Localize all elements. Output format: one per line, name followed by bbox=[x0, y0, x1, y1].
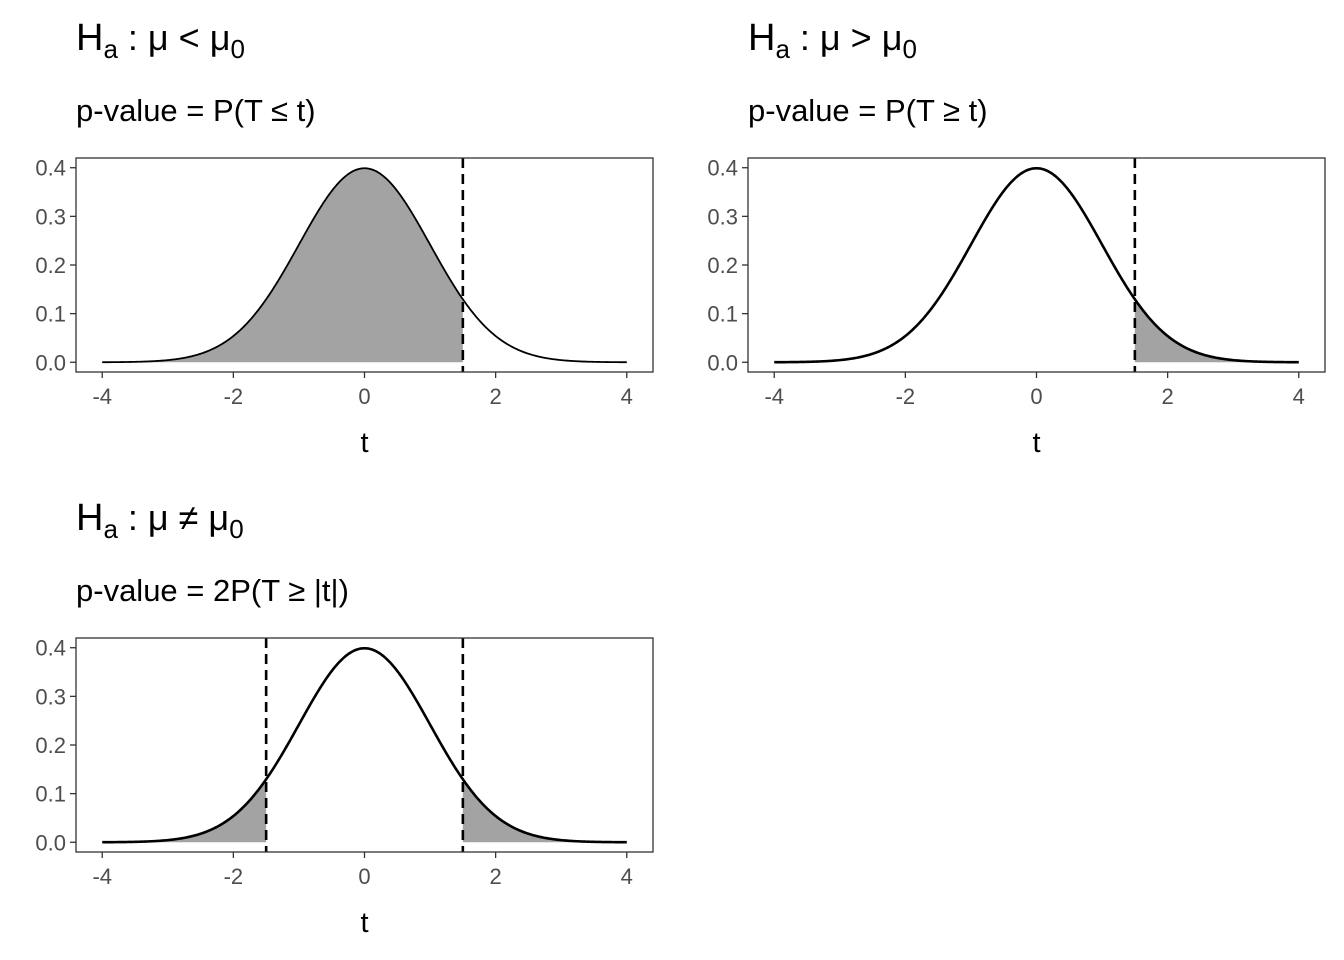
x-tick-label: 2 bbox=[1162, 384, 1174, 409]
y-tick-label: 0.0 bbox=[707, 350, 738, 375]
x-tick-label: 0 bbox=[358, 864, 370, 889]
title-zero: 0 bbox=[902, 34, 916, 64]
y-tick-label: 0.0 bbox=[35, 350, 66, 375]
title-zero: 0 bbox=[230, 34, 244, 64]
panel-title: Ha : μ > μ0 bbox=[748, 17, 917, 64]
plot-area: 0.0 0.1 0.2 0.3 0.4 -4 -2 0 2 4 t bbox=[35, 156, 654, 459]
shaded-area bbox=[102, 168, 463, 363]
panel-subtitle: p-value = P(T ≤ t) bbox=[76, 93, 316, 128]
y-tick-label: 0.3 bbox=[35, 684, 66, 709]
y-tick-label: 0.1 bbox=[35, 782, 66, 807]
y-tick-label: 0.3 bbox=[707, 204, 738, 229]
title-main: H bbox=[76, 17, 103, 59]
title-operator: : μ < μ bbox=[118, 17, 231, 58]
panel-right-tailed: Ha : μ > μ0 p-value = P(T ≥ t) 0.00.10.2… bbox=[707, 17, 1326, 459]
title-main: H bbox=[76, 497, 103, 539]
title-subscript: a bbox=[103, 514, 118, 544]
density-curve bbox=[102, 646, 627, 844]
shaded-area bbox=[102, 779, 267, 843]
panel-border bbox=[747, 157, 1326, 373]
x-axis-label: t bbox=[1032, 427, 1040, 459]
x-tick-label: -2 bbox=[224, 384, 244, 409]
title-subscript: a bbox=[775, 34, 790, 64]
title-subscript: a bbox=[103, 34, 118, 64]
x-tick-label: 4 bbox=[621, 864, 633, 889]
y-tick-label: 0.1 bbox=[707, 302, 738, 327]
panel-title: Ha : μ ≠ μ0 bbox=[76, 497, 244, 544]
y-tick-label: 0.4 bbox=[35, 156, 66, 181]
y-tick-label: 0.3 bbox=[35, 204, 66, 229]
plot-area: 0.0 0.1 0.2 0.3 0.4 -4 -2 0 2 4 t bbox=[35, 636, 654, 939]
x-axis-label: t bbox=[360, 907, 368, 939]
x-tick-label: 0 bbox=[1030, 384, 1042, 409]
density-curve bbox=[774, 166, 1299, 364]
y-tick-label: 0.2 bbox=[35, 253, 66, 278]
x-tick-label: -2 bbox=[896, 384, 916, 409]
x-tick-label: 2 bbox=[490, 864, 502, 889]
panel-subtitle: p-value = 2P(T ≥ |t|) bbox=[76, 573, 349, 608]
shaded-area bbox=[462, 779, 627, 843]
x-tick-label: -2 bbox=[224, 864, 244, 889]
x-tick-label: -4 bbox=[92, 864, 112, 889]
panel-two-tailed: Ha : μ ≠ μ0 p-value = 2P(T ≥ |t|) 0.00.1… bbox=[35, 497, 654, 939]
y-tick-label: 0.4 bbox=[35, 636, 66, 661]
x-tick-label: 4 bbox=[1293, 384, 1305, 409]
title-operator: : μ ≠ μ bbox=[118, 497, 229, 538]
y-tick-label: 0.4 bbox=[707, 156, 738, 181]
x-tick-label: -4 bbox=[92, 384, 112, 409]
plot-area: 0.0 0.1 0.2 0.3 0.4 -4 -2 0 2 4 t bbox=[707, 156, 1326, 459]
x-tick-label: -4 bbox=[764, 384, 784, 409]
shaded-area bbox=[1134, 299, 1299, 363]
x-tick-label: 0 bbox=[358, 384, 370, 409]
x-tick-label: 2 bbox=[490, 384, 502, 409]
x-axis-label: t bbox=[360, 427, 368, 459]
panel-border bbox=[75, 637, 654, 853]
panel-left-tailed: Ha : μ < μ0 p-value = P(T ≤ t) 0.00.10.2… bbox=[35, 17, 654, 459]
panel-title: Ha : μ < μ0 bbox=[76, 17, 245, 64]
panel-subtitle: p-value = P(T ≥ t) bbox=[748, 93, 988, 128]
density-curve bbox=[102, 167, 627, 364]
title-zero: 0 bbox=[229, 514, 243, 544]
title-operator: : μ > μ bbox=[790, 17, 903, 58]
x-tick-label: 4 bbox=[621, 384, 633, 409]
title-main: H bbox=[748, 17, 775, 59]
y-tick-label: 0.2 bbox=[707, 253, 738, 278]
y-tick-label: 0.2 bbox=[35, 733, 66, 758]
y-tick-label: 0.1 bbox=[35, 302, 66, 327]
y-tick-label: 0.0 bbox=[35, 830, 66, 855]
